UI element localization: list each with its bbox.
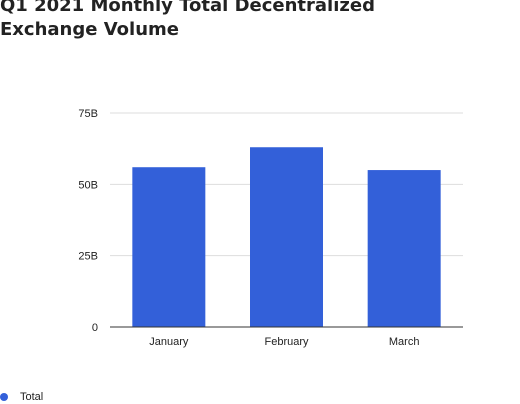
- legend-label: Total: [20, 391, 44, 403]
- bar-march[interactable]: [367, 170, 441, 327]
- legend: Total: [0, 390, 43, 404]
- chart-title: Q1 2021 Monthly Total Decentralized Exch…: [0, 0, 375, 40]
- x-tick-label: March: [389, 336, 420, 348]
- bar-january[interactable]: [132, 167, 206, 327]
- x-tick-label: February: [264, 336, 309, 348]
- x-axis-ticks: January February March: [149, 336, 419, 348]
- y-tick-label: 50B: [78, 179, 98, 191]
- legend-swatch: [0, 393, 8, 401]
- x-tick-label: January: [149, 336, 189, 348]
- bar-february[interactable]: [250, 147, 323, 327]
- y-tick-label: 25B: [78, 251, 98, 263]
- y-tick-label: 0: [92, 322, 98, 334]
- y-tick-label: 75B: [78, 108, 98, 120]
- y-axis-ticks: 0 25B 50B 75B: [78, 108, 98, 334]
- bars: [132, 147, 441, 327]
